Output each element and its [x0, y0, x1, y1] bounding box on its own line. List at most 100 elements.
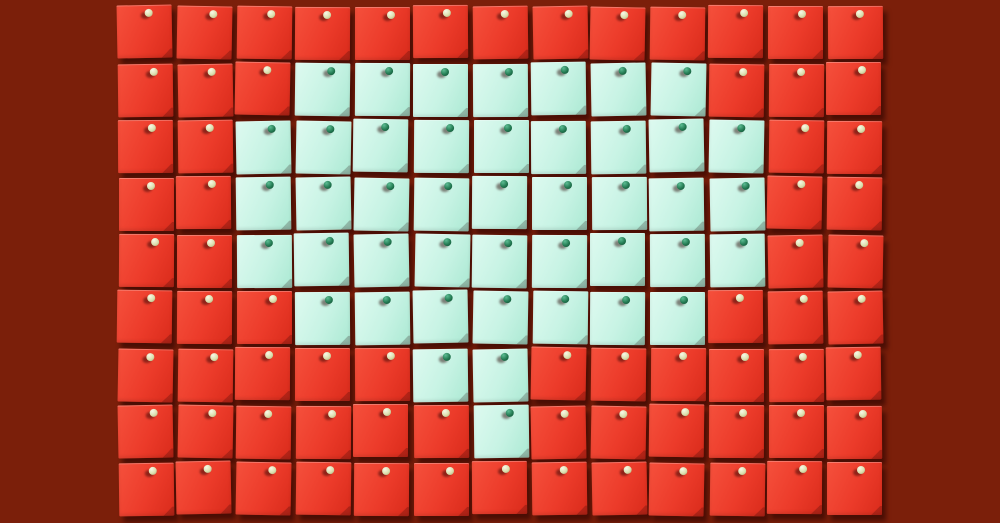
- push-pin-icon: [383, 408, 392, 416]
- push-pin-icon: [381, 466, 391, 475]
- sticky-note-red: [177, 348, 233, 403]
- sticky-note-red: [412, 4, 468, 59]
- sticky-note-red: [828, 5, 884, 60]
- sticky-note-red: [295, 405, 351, 460]
- sticky-note-heart: [590, 120, 647, 175]
- sticky-note-red: [768, 5, 824, 59]
- push-pin-icon: [798, 352, 807, 361]
- push-pin-icon: [206, 238, 215, 247]
- push-pin-icon: [620, 10, 629, 19]
- push-pin-icon: [148, 466, 157, 475]
- push-pin-icon: [858, 66, 867, 74]
- push-pin-icon: [855, 180, 864, 189]
- push-pin-icon: [499, 180, 508, 189]
- sticky-note-red: [650, 347, 707, 402]
- push-pin-icon: [504, 238, 513, 247]
- sticky-note-red: [237, 291, 293, 344]
- push-pin-icon: [146, 182, 155, 190]
- push-pin-icon: [680, 296, 689, 304]
- sticky-note-red: [591, 461, 648, 516]
- push-pin-icon: [205, 294, 214, 303]
- push-pin-icon: [857, 465, 866, 474]
- push-pin-icon: [323, 180, 333, 189]
- sticky-note-heart: [590, 291, 646, 345]
- sticky-note-red: [767, 234, 824, 288]
- sticky-note-heart: [413, 177, 470, 232]
- push-pin-icon: [618, 66, 627, 75]
- push-pin-icon: [264, 238, 273, 247]
- sticky-note-red: [531, 461, 588, 515]
- sticky-note-heart: [412, 289, 468, 344]
- push-pin-icon: [737, 467, 746, 476]
- push-pin-icon: [147, 123, 156, 132]
- push-pin-icon: [203, 464, 212, 473]
- sticky-note-red: [117, 348, 173, 402]
- sticky-note-heart: [708, 119, 765, 173]
- push-pin-icon: [856, 9, 865, 18]
- push-pin-icon: [619, 410, 628, 419]
- sticky-note-red: [707, 289, 764, 344]
- sticky-note-heart: [236, 234, 292, 289]
- push-pin-icon: [145, 352, 154, 361]
- push-pin-icon: [504, 67, 514, 76]
- sticky-note-heart: [472, 63, 529, 118]
- sticky-note-heart: [294, 62, 351, 116]
- push-pin-icon: [562, 239, 571, 248]
- sticky-note-red: [177, 63, 234, 118]
- push-pin-icon: [327, 410, 336, 419]
- push-pin-icon: [446, 467, 454, 475]
- push-pin-icon: [267, 10, 276, 19]
- sticky-note-red: [766, 175, 823, 230]
- push-pin-icon: [209, 9, 218, 18]
- push-pin-icon: [678, 122, 687, 131]
- push-pin-icon: [853, 350, 863, 359]
- push-pin-icon: [326, 466, 335, 475]
- sticky-note-red: [353, 404, 409, 457]
- sticky-note-red: [708, 348, 764, 402]
- push-pin-icon: [265, 180, 275, 189]
- sticky-note-heart: [235, 176, 292, 230]
- push-pin-icon: [621, 180, 630, 189]
- sticky-note-heart: [530, 61, 587, 116]
- sticky-note-red: [827, 290, 884, 345]
- sticky-note-red: [295, 461, 352, 516]
- push-pin-icon: [387, 351, 396, 360]
- sticky-note-red: [116, 289, 173, 344]
- push-pin-icon: [382, 295, 391, 304]
- push-pin-icon: [622, 295, 631, 304]
- sticky-note-heart: [649, 233, 706, 287]
- push-pin-icon: [678, 11, 687, 20]
- sticky-note-heart: [353, 233, 410, 287]
- sticky-note-heart: [353, 118, 409, 173]
- push-pin-icon: [681, 237, 690, 246]
- push-pin-icon: [442, 8, 451, 17]
- push-pin-icon: [737, 123, 746, 132]
- sticky-note-red: [116, 4, 173, 59]
- push-pin-icon: [151, 238, 160, 247]
- sticky-note-red: [648, 403, 705, 458]
- sticky-note-red: [826, 120, 882, 174]
- push-pin-icon: [207, 179, 217, 188]
- push-pin-icon: [324, 295, 333, 304]
- sticky-note-red: [827, 461, 883, 515]
- sticky-note-red: [118, 462, 174, 517]
- push-pin-icon: [205, 123, 214, 132]
- sticky-note-heart: [648, 118, 705, 173]
- sticky-note-heart: [589, 233, 645, 286]
- push-pin-icon: [562, 351, 572, 360]
- push-pin-icon: [799, 465, 808, 474]
- sticky-note-red: [767, 290, 824, 344]
- sticky-note-heart: [650, 292, 706, 345]
- sticky-note-red: [766, 460, 823, 515]
- sticky-note-red: [530, 346, 587, 401]
- push-pin-icon: [326, 125, 335, 134]
- push-pin-icon: [267, 124, 276, 133]
- sticky-note-red: [707, 4, 764, 59]
- push-pin-icon: [739, 408, 748, 417]
- sticky-note-red: [354, 7, 410, 60]
- sticky-note-heart: [649, 177, 705, 231]
- sticky-note-red: [117, 404, 174, 458]
- push-pin-icon: [857, 294, 866, 303]
- sticky-note-heart: [473, 120, 529, 173]
- sticky-note-red: [472, 5, 528, 59]
